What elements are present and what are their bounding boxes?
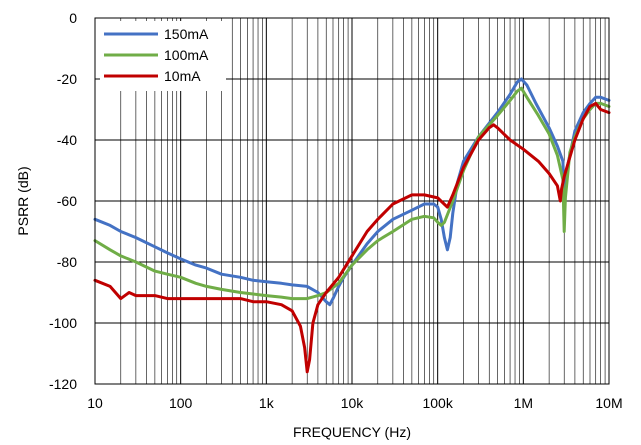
x-tick-label: 1M [514,395,533,411]
x-tick-label: 1k [259,395,275,411]
y-tick-label: -100 [49,315,77,331]
series-line-150mA [93,77,611,307]
legend-label: 10mA [164,68,201,84]
y-tick-label: -120 [49,376,77,392]
x-axis-title: FREQUENCY (Hz) [293,424,411,440]
x-tick-label: 10k [341,395,365,411]
legend-label: 100mA [164,47,209,63]
series-line-10mA [93,101,611,374]
y-tick-label: -80 [57,254,77,270]
legend: 150mA 100mA 10mA [100,21,226,91]
y-axis-title: PSRR (dB) [15,166,31,235]
y-tick-label: -40 [57,132,77,148]
legend-label: 150mA [164,26,209,42]
series-lines [93,77,611,374]
y-tick-label: 0 [69,10,77,26]
x-tick-label: 10 [87,395,103,411]
x-tick-label: 10M [595,395,622,411]
plot-frame [94,17,610,385]
y-tick-labels: 0 -20 -40 -60 -80 -100 -120 [49,10,77,392]
y-tick-label: -60 [57,193,77,209]
x-tick-labels: 10 100 1k 10k 100k 1M 10M [87,395,622,411]
y-tick-label: -20 [57,71,77,87]
x-tick-label: 100k [422,395,453,411]
x-tick-label: 100 [169,395,193,411]
series-line-100mA [93,86,611,301]
